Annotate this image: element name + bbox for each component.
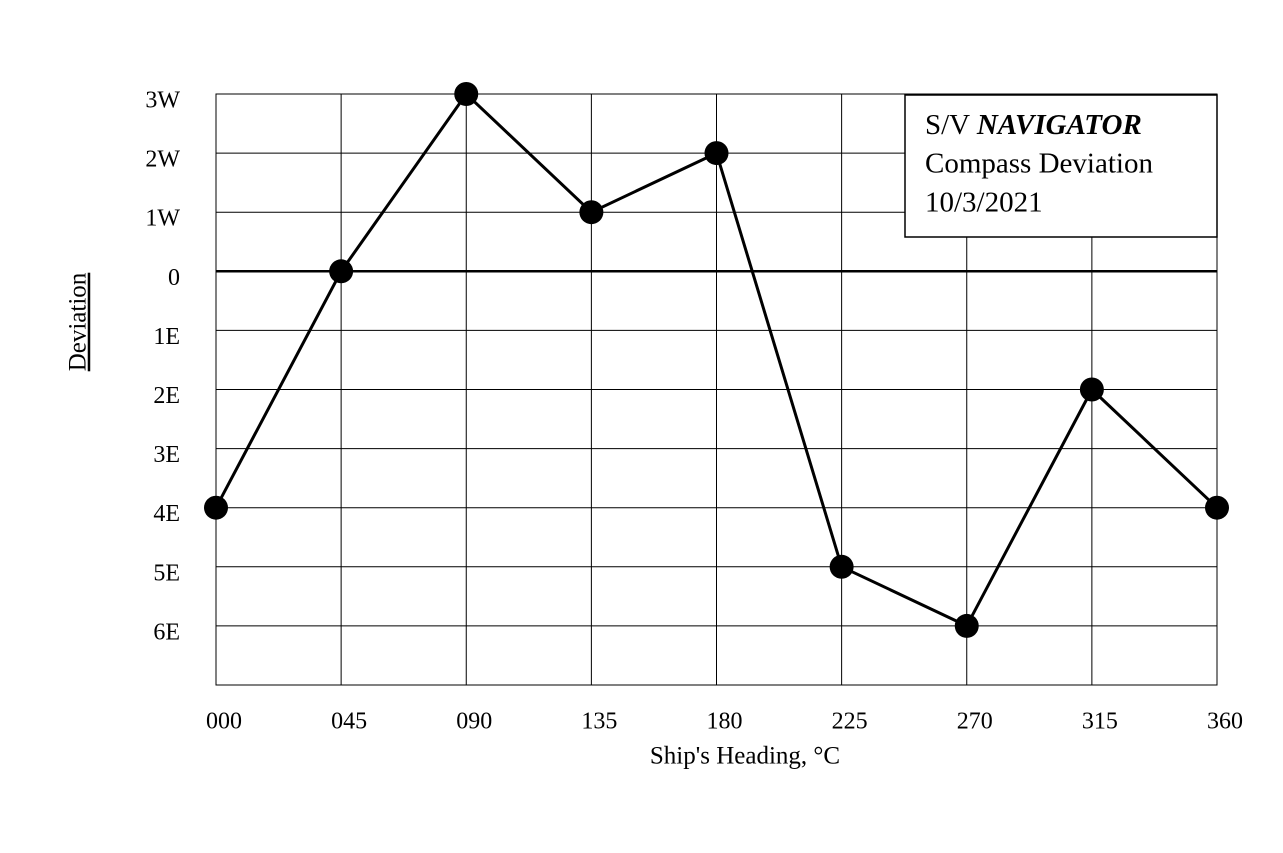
chart-subtitle: Compass Deviation [925, 148, 1153, 180]
y-tick-label: 4E [153, 501, 180, 527]
x-tick-label: 045 [331, 709, 367, 735]
data-point [954, 613, 979, 638]
x-tick-label: 180 [707, 709, 743, 735]
y-tick-label: 3W [145, 88, 180, 114]
title-box [904, 94, 1218, 238]
chart-title: S/V NAVIGATOR [925, 109, 1142, 141]
y-tick-label: 2E [153, 383, 180, 409]
data-point [704, 141, 729, 166]
chart-date: 10/3/2021 [925, 187, 1043, 219]
x-tick-label: 225 [832, 709, 868, 735]
data-point [1205, 495, 1229, 520]
y-tick-label: 5E [153, 560, 180, 586]
x-tick-label: 135 [581, 709, 617, 735]
y-axis-label: Deviation [65, 272, 92, 371]
vessel-name: NAVIGATOR [976, 109, 1142, 141]
data-point [829, 554, 854, 579]
y-tick-label: 1W [145, 206, 180, 232]
x-tick-label: 270 [957, 709, 993, 735]
y-tick-label: 0 [168, 265, 180, 291]
x-axis-label: Ship's Heading, °C [650, 743, 840, 770]
data-point [454, 82, 479, 106]
data-point [1079, 377, 1104, 402]
data-point [329, 259, 354, 284]
x-tick-label: 315 [1082, 709, 1118, 735]
y-tick-label: 3E [153, 442, 180, 468]
y-tick-label: 2W [145, 147, 180, 173]
title-prefix: S/V [925, 109, 970, 141]
x-tick-label: 090 [456, 709, 492, 735]
data-point [204, 495, 228, 520]
y-tick-label: 6E [153, 619, 180, 645]
x-tick-label: 000 [206, 709, 242, 735]
data-point [579, 200, 604, 225]
y-tick-label: 1E [153, 324, 180, 350]
x-tick-label: 360 [1207, 709, 1243, 735]
